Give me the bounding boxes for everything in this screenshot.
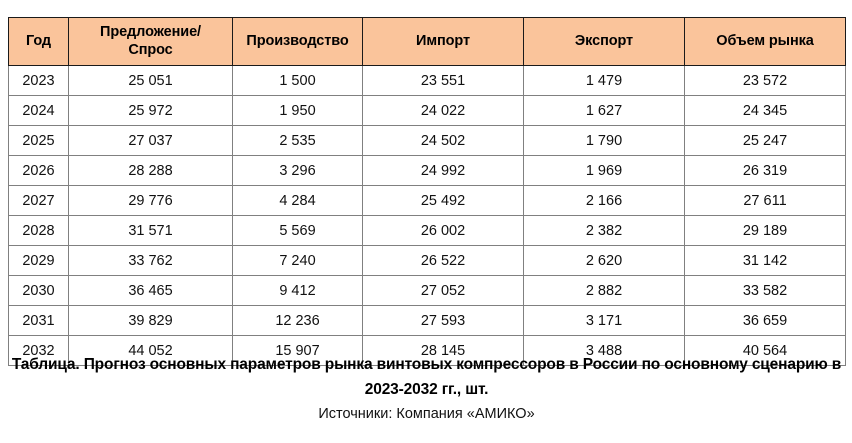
table-row: 2027 29 776 4 284 25 492 2 166 27 611	[8, 185, 846, 216]
cell-import: 28 145	[362, 335, 524, 366]
table-row: 2030 36 465 9 412 27 052 2 882 33 582	[8, 275, 846, 306]
cell-year: 2032	[8, 335, 69, 366]
cell-prod: 12 236	[232, 305, 363, 336]
cell-export: 1 627	[523, 95, 685, 126]
cell-supply: 31 571	[68, 215, 233, 246]
table-row: 2024 25 972 1 950 24 022 1 627 24 345	[8, 95, 846, 126]
cell-import: 25 492	[362, 185, 524, 216]
cell-export: 1 969	[523, 155, 685, 186]
cell-prod: 15 907	[232, 335, 363, 366]
cell-year: 2028	[8, 215, 69, 246]
cell-prod: 5 569	[232, 215, 363, 246]
cell-export: 3 171	[523, 305, 685, 336]
cell-prod: 7 240	[232, 245, 363, 276]
cell-prod: 9 412	[232, 275, 363, 306]
table-row: 2029 33 762 7 240 26 522 2 620 31 142	[8, 245, 846, 276]
table-source: Источники: Компания «АМИКО»	[318, 406, 535, 422]
table-body: 2023 25 051 1 500 23 551 1 479 23 572 2024 25 9…	[8, 65, 846, 366]
cell-import: 26 522	[362, 245, 524, 276]
cell-supply: 29 776	[68, 185, 233, 216]
cell-year: 2023	[8, 65, 69, 96]
table-header: Год Предложение/Спрос Производство Импорт Эк…	[8, 17, 846, 66]
table-row: 2031 39 829 12 236 27 593 3 171 36 659	[8, 305, 846, 336]
cell-supply: 25 972	[68, 95, 233, 126]
column-header-volume: Объем рынка	[684, 17, 846, 66]
forecast-table: Год Предложение/Спрос Производство Импорт Эк…	[8, 17, 846, 366]
cell-year: 2027	[8, 185, 69, 216]
cell-import: 26 002	[362, 215, 524, 246]
cell-prod: 2 535	[232, 125, 363, 156]
cell-volume: 31 142	[684, 245, 846, 276]
cell-export: 1 790	[523, 125, 685, 156]
cell-volume: 40 564	[684, 335, 846, 366]
column-header-year: Год	[8, 17, 69, 66]
cell-year: 2026	[8, 155, 69, 186]
cell-prod: 4 284	[232, 185, 363, 216]
table-row: 2025 27 037 2 535 24 502 1 790 25 247	[8, 125, 846, 156]
table-row: 2028 31 571 5 569 26 002 2 382 29 189	[8, 215, 846, 246]
cell-supply: 36 465	[68, 275, 233, 306]
cell-import: 23 551	[362, 65, 524, 96]
cell-prod: 1 950	[232, 95, 363, 126]
cell-year: 2029	[8, 245, 69, 276]
column-header-supply: Предложение/Спрос	[68, 17, 233, 66]
cell-volume: 25 247	[684, 125, 846, 156]
cell-year: 2030	[8, 275, 69, 306]
cell-year: 2024	[8, 95, 69, 126]
table-row: 2026 28 288 3 296 24 992 1 969 26 319	[8, 155, 846, 186]
column-header-export: Экспорт	[523, 17, 685, 66]
cell-import: 24 022	[362, 95, 524, 126]
cell-export: 1 479	[523, 65, 685, 96]
cell-export: 2 166	[523, 185, 685, 216]
table-caption: Таблица. Прогноз основных параметров рын…	[11, 356, 842, 399]
table-row: 2032 44 052 15 907 28 145 3 488 40 564	[8, 335, 846, 366]
cell-volume: 27 611	[684, 185, 846, 216]
table-header-row: Год Предложение/Спрос Производство Импорт Эк…	[8, 17, 846, 66]
cell-export: 2 882	[523, 275, 685, 306]
forecast-table-container: Год Предложение/Спрос Производство Импорт Эк…	[8, 17, 846, 366]
cell-volume: 23 572	[684, 65, 846, 96]
cell-volume: 33 582	[684, 275, 846, 306]
column-header-import: Импорт	[362, 17, 524, 66]
cell-supply: 28 288	[68, 155, 233, 186]
cell-supply: 25 051	[68, 65, 233, 96]
cell-supply: 33 762	[68, 245, 233, 276]
cell-volume: 29 189	[684, 215, 846, 246]
cell-prod: 1 500	[232, 65, 363, 96]
cell-year: 2025	[8, 125, 69, 156]
cell-supply: 27 037	[68, 125, 233, 156]
cell-volume: 24 345	[684, 95, 846, 126]
cell-prod: 3 296	[232, 155, 363, 186]
cell-supply: 39 829	[68, 305, 233, 336]
cell-export: 3 488	[523, 335, 685, 366]
cell-year: 2031	[8, 305, 69, 336]
column-header-prod: Производство	[232, 17, 363, 66]
table-row: 2023 25 051 1 500 23 551 1 479 23 572	[8, 65, 846, 96]
cell-import: 27 052	[362, 275, 524, 306]
cell-volume: 26 319	[684, 155, 846, 186]
cell-export: 2 620	[523, 245, 685, 276]
cell-import: 24 992	[362, 155, 524, 186]
cell-volume: 36 659	[684, 305, 846, 336]
cell-export: 2 382	[523, 215, 685, 246]
cell-import: 24 502	[362, 125, 524, 156]
cell-import: 27 593	[362, 305, 524, 336]
